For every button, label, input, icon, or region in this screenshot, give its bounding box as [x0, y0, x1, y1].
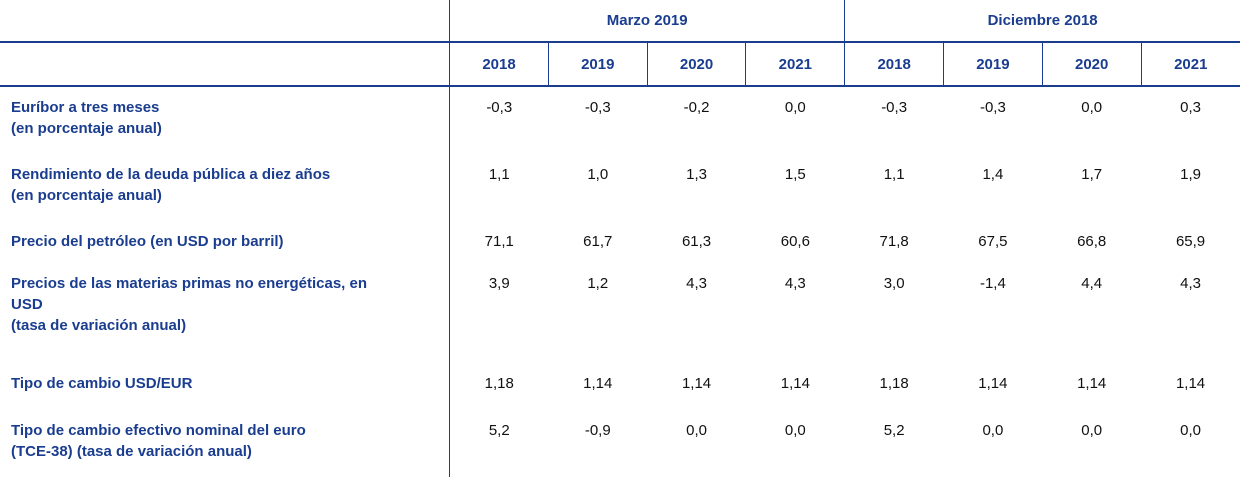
row-label-line: (en porcentaje anual) [11, 187, 162, 204]
year-header: 2018 [449, 42, 549, 87]
row-label-line: Precio del petróleo (en USD por barril) [11, 233, 284, 250]
table-cell: -0,3 [584, 99, 611, 116]
table-cell: 60,6 [780, 233, 810, 250]
table-cell: 1,0 [587, 166, 609, 183]
table-cell: -0,9 [584, 422, 611, 439]
table-cell: 1,14 [583, 375, 613, 392]
table-cell: 1,1 [883, 166, 905, 183]
table-cell: 1,5 [784, 166, 806, 183]
row-label: Euríbor a tres meses (en porcentaje anual… [0, 86, 450, 154]
table-cell: 1,14 [978, 375, 1008, 392]
year-header-corner [0, 42, 450, 87]
table-row: Tipo de cambio USD/EUR 1,18 1,14 1,14 1,… [0, 363, 1240, 410]
row-label: Precio del petróleo (en USD por barril) [0, 221, 450, 263]
row-label: Precios de las materias primas no energé… [0, 263, 450, 363]
table-cell: 4,4 [1081, 275, 1103, 292]
table-cell: -1,4 [979, 275, 1006, 292]
table-cell: 0,0 [1180, 422, 1201, 439]
table-cell: 0,3 [1180, 99, 1201, 116]
table-row: Euríbor a tres meses (en porcentaje anual… [0, 86, 1240, 154]
row-label-line: Tipo de cambio USD/EUR [11, 375, 193, 392]
table-cell: 4,3 [686, 275, 707, 292]
table-cell: 1,14 [1077, 375, 1107, 392]
table-cell: -0,3 [979, 99, 1006, 116]
table-cell: -0,2 [683, 99, 710, 116]
table-cell: 5,2 [449, 410, 549, 477]
row-label-line: Precios de las materias primas no energé… [11, 275, 368, 292]
table-cell: 1,3 [686, 166, 707, 183]
table-cell: 0,0 [982, 422, 1004, 439]
group-header-marzo-2019: Marzo 2019 [449, 0, 845, 43]
table-cell: 61,7 [583, 233, 613, 250]
row-label-line: Tipo de cambio efectivo nominal del euro [11, 422, 306, 439]
table-cell: 0,0 [784, 422, 806, 439]
table-cell: -0,3 [881, 99, 908, 116]
table-cell: 1,18 [879, 375, 909, 392]
row-label-line: (en porcentaje anual) [11, 120, 162, 137]
row-label: Tipo de cambio USD/EUR [0, 363, 450, 410]
table-cell: 1,1 [449, 154, 549, 221]
table-row: Precios de las materias primas no energé… [0, 263, 1240, 363]
table-cell: 3,0 [883, 275, 905, 292]
table-cell: 66,8 [1077, 233, 1107, 250]
row-label-line: USD [11, 296, 43, 313]
table-cell: 0,0 [1081, 422, 1103, 439]
table-cell: 65,9 [1175, 233, 1206, 250]
header-corner [0, 0, 450, 43]
table-cell: 1,18 [449, 363, 549, 410]
table-cell: 1,7 [1081, 166, 1103, 183]
table-cell: -0,3 [449, 86, 549, 154]
year-header: 2021 [745, 42, 845, 87]
row-label-line: Euríbor a tres meses [11, 99, 160, 116]
group-header-row: Marzo 2019 Diciembre 2018 [0, 0, 1240, 43]
row-label: Tipo de cambio efectivo nominal del euro… [0, 410, 450, 477]
table-cell: 71,1 [449, 221, 549, 263]
year-header: 2021 [1140, 42, 1240, 87]
table-cell: 61,3 [681, 233, 712, 250]
table-cell: 4,3 [1180, 275, 1201, 292]
table-cell: 1,14 [780, 375, 810, 392]
table-cell: 1,14 [1175, 375, 1206, 392]
row-label-line: Rendimiento de la deuda pública a diez a… [11, 166, 331, 183]
year-header: 2020 [1041, 42, 1142, 87]
table-row: Rendimiento de la deuda pública a diez a… [0, 154, 1240, 221]
row-label: Rendimiento de la deuda pública a diez a… [0, 154, 450, 221]
row-label-line: (TCE-38) (tasa de variación anual) [11, 443, 252, 460]
row-label-line: (tasa de variación anual) [11, 317, 187, 334]
table-cell: 1,14 [681, 375, 712, 392]
table-cell: 1,2 [587, 275, 609, 292]
group-header-diciembre-2018: Diciembre 2018 [844, 0, 1240, 43]
table-row: Precio del petróleo (en USD por barril) … [0, 221, 1240, 263]
table-cell: 1,4 [982, 166, 1004, 183]
table-cell: 71,8 [879, 233, 909, 250]
year-header: 2019 [943, 42, 1043, 87]
table-cell: 0,0 [686, 422, 707, 439]
table-cell: 0,0 [1081, 99, 1103, 116]
table-row: Tipo de cambio efectivo nominal del euro… [0, 410, 1240, 477]
year-header: 2019 [547, 42, 648, 87]
table-cell: 5,2 [883, 422, 905, 439]
table-cell: 67,5 [978, 233, 1008, 250]
year-header: 2018 [844, 42, 944, 87]
table-cell: 4,3 [784, 275, 806, 292]
year-header-row: 2018 2019 2020 2021 2018 2019 2020 2021 [0, 42, 1240, 87]
table-cell: 1,9 [1180, 166, 1201, 183]
table-cell: 0,0 [784, 99, 806, 116]
table-cell: 3,9 [449, 263, 549, 363]
year-header: 2020 [646, 42, 746, 87]
